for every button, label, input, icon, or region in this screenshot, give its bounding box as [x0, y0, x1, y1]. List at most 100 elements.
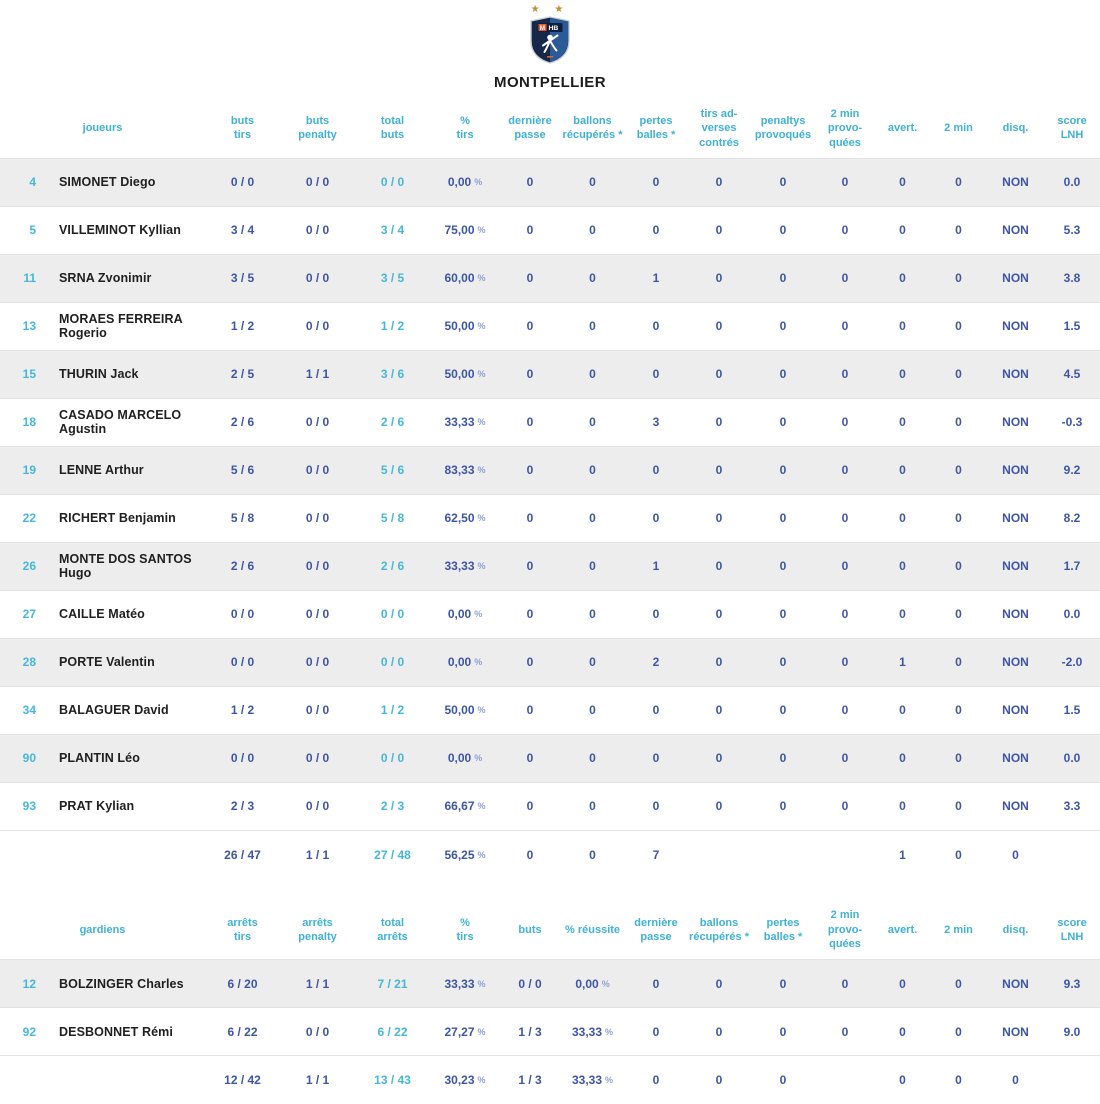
players-stat-cell: 0: [560, 829, 626, 879]
goalkeepers-stat-cell: 1 / 1: [280, 959, 356, 1008]
column-header: % réussite: [565, 923, 621, 936]
players-stat-cell: 0: [500, 829, 561, 879]
players-stat-cell: 0: [815, 349, 876, 399]
player-name: SIMONET Diego: [45, 157, 206, 207]
percent-sign: %: [601, 978, 610, 989]
goalkeepers-stat-cell: 0: [687, 1055, 752, 1104]
players-stat-cell: 0: [687, 349, 752, 399]
goalkeepers-stat-cell: 1 / 3: [500, 1007, 561, 1056]
percent-sign: %: [477, 225, 486, 236]
players-stat-cell: 0: [625, 589, 688, 639]
goalkeepers-totals-row: 12 / 42 1 / 1 13 / 43 30,23% 1 / 3 33,33% 0 0 0 0…: [0, 1055, 1100, 1104]
player-name: MONTE DOS SANTOS Hugo: [45, 541, 206, 591]
percent-sign: %: [477, 1026, 486, 1037]
column-header: disq.: [1002, 122, 1029, 135]
players-stat-cell: 0: [560, 301, 626, 351]
players-stat-cell: 0: [500, 685, 561, 735]
players-stat-cell: 0: [560, 493, 626, 543]
goalkeepers-table: gardiens arrêts tirs arrêts penalty total a…: [0, 900, 1100, 1104]
players-stat-cell: 0,00%: [430, 637, 501, 687]
player-name: DESBONNET Rémi: [45, 1007, 206, 1056]
team-logo: M HB: [529, 16, 571, 64]
column-header: score LNH: [1057, 916, 1087, 943]
players-stat-cell: 0: [560, 685, 626, 735]
players-stat-cell: 0: [560, 541, 626, 591]
players-stat-cell: 33,33%: [430, 541, 501, 591]
goalkeepers-stat-cell: [1044, 1055, 1100, 1104]
percent-sign: %: [605, 1026, 614, 1037]
players-stat-cell: 0 / 0: [280, 589, 356, 639]
players-stat-cell: 0: [751, 157, 816, 207]
players-stat-cell: 0 / 0: [355, 157, 431, 207]
players-stat-cell: 50,00%: [430, 301, 501, 351]
players-stat-cell: 0,00%: [430, 733, 501, 783]
percent-sign: %: [474, 657, 483, 668]
players-stat-cell: 0 / 0: [280, 733, 356, 783]
players-stat-cell: 0: [751, 301, 816, 351]
svg-text:M: M: [540, 25, 545, 32]
players-stat-cell: 0: [875, 397, 931, 447]
players-stat-cell: 0: [500, 589, 561, 639]
players-stat-cell: 0: [687, 253, 752, 303]
jersey-number: 12: [0, 959, 45, 1008]
percent-sign: %: [477, 321, 486, 332]
players-stat-cell: 0: [930, 397, 988, 447]
players-stat-cell: 0: [815, 637, 876, 687]
players-stat-cell: 0: [815, 685, 876, 735]
players-stat-cell: 0: [560, 253, 626, 303]
goalkeepers-stat-cell: 0: [930, 959, 988, 1008]
player-name: PLANTIN Léo: [45, 733, 206, 783]
players-stat-cell: -2.0: [1044, 637, 1100, 687]
players-stat-cell: 0: [500, 205, 561, 255]
players-stat-cell: 0: [625, 493, 688, 543]
players-stat-cell: 0: [625, 781, 688, 831]
column-header: 2 min provo- quées: [827, 909, 863, 950]
players-stat-cell: 60,00%: [430, 253, 501, 303]
players-stat-cell: 0 / 0: [355, 733, 431, 783]
players-stat-cell: 2 / 6: [355, 541, 431, 591]
players-stat-cell: 0 / 0: [280, 397, 356, 447]
column-header: dernière passe: [508, 115, 552, 142]
goalkeepers-stat-cell: 0: [625, 959, 688, 1008]
players-stat-cell: 62,50%: [430, 493, 501, 543]
column-header: 2 min: [944, 122, 973, 135]
players-totals-row: 26 / 47 1 / 1 27 / 48 56,25% 0 0 7 1 0 0: [0, 829, 1100, 879]
goalkeepers-stat-cell: 0: [987, 1055, 1045, 1104]
player-name: LENNE Arthur: [45, 445, 206, 495]
goalkeepers-stat-cell: 12 / 42: [205, 1055, 281, 1104]
players-stat-cell: 0: [930, 253, 988, 303]
column-header: arrêts tirs: [227, 916, 258, 943]
players-stat-cell: NON: [987, 301, 1045, 351]
players-stat-cell: 0: [930, 685, 988, 735]
players-stat-cell: 1 / 1: [280, 349, 356, 399]
goalkeepers-stat-cell: 33,33%: [560, 1007, 626, 1056]
players-stat-cell: 0: [875, 349, 931, 399]
players-stat-cell: 0: [815, 445, 876, 495]
player-name: PRAT Kylian: [45, 781, 206, 831]
goalkeepers-stat-cell: 0: [751, 1007, 816, 1056]
players-stat-cell: 0: [625, 301, 688, 351]
players-stat-cell: NON: [987, 685, 1045, 735]
player-name: CASADO MARCELO Agustin: [45, 397, 206, 447]
players-stat-cell: 0: [875, 253, 931, 303]
goalkeepers-stat-cell: 0: [815, 1007, 876, 1056]
jersey-number: 28: [0, 637, 45, 687]
percent-sign: %: [477, 513, 486, 524]
players-stat-cell: NON: [987, 205, 1045, 255]
jersey-number: 11: [0, 253, 45, 303]
players-stat-cell: NON: [987, 589, 1045, 639]
players-stat-cell: 0: [751, 493, 816, 543]
player-name: VILLEMINOT Kyllian: [45, 205, 206, 255]
players-stat-cell: 0: [751, 589, 816, 639]
goalkeepers-stat-cell: 33,33%: [430, 959, 501, 1008]
players-stat-cell: 1 / 1: [280, 829, 356, 879]
players-stat-cell: 0: [625, 445, 688, 495]
percent-sign: %: [477, 561, 486, 572]
player-name: CAILLE Matéo: [45, 589, 206, 639]
shield-crest-icon: M HB: [530, 16, 570, 64]
goalkeepers-stat-cell: 0: [875, 1055, 931, 1104]
players-stat-cell: 0: [687, 589, 752, 639]
